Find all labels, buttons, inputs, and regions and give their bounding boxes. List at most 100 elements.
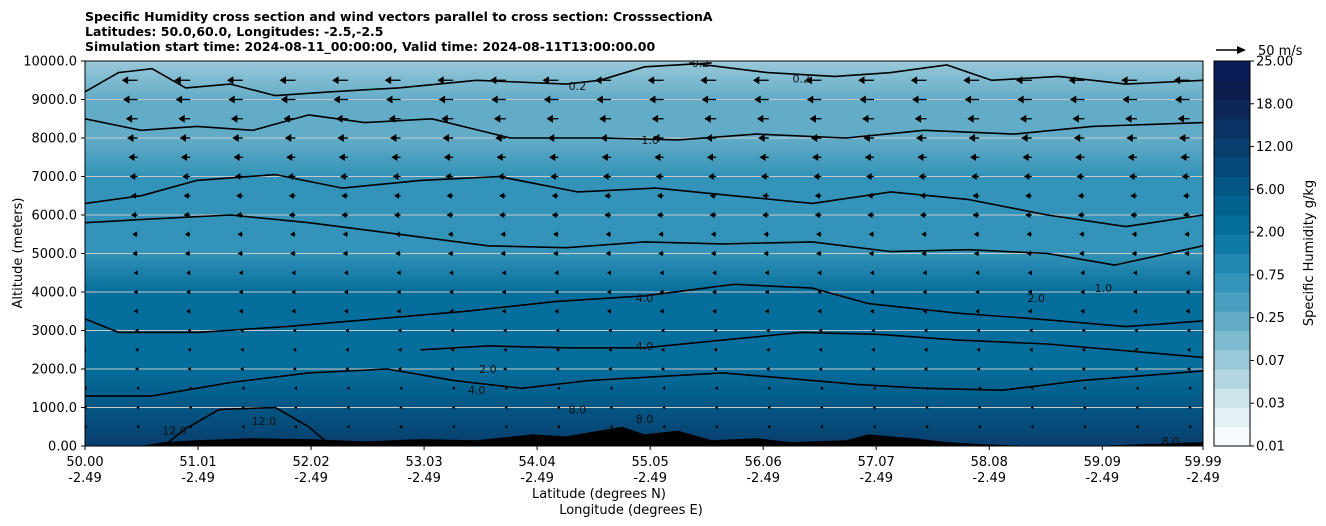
wind-vector bbox=[1121, 76, 1137, 85]
wind-vector bbox=[1025, 211, 1032, 219]
wind-vector bbox=[605, 231, 611, 238]
wind-vector bbox=[859, 95, 874, 104]
colorbar-tick-label: 0.75 bbox=[1256, 268, 1285, 283]
wind-vector bbox=[557, 386, 560, 391]
wind-vector bbox=[397, 347, 402, 352]
wind-vector bbox=[712, 308, 717, 314]
wind-vector bbox=[1186, 328, 1191, 333]
wind-vector bbox=[1079, 231, 1085, 238]
wind-vector bbox=[186, 270, 191, 276]
wind-vector bbox=[806, 95, 822, 104]
wind-vector bbox=[554, 289, 559, 295]
wind-vector bbox=[450, 347, 455, 352]
wind-vector bbox=[497, 173, 506, 180]
wind-vector bbox=[1179, 134, 1190, 142]
wind-vector bbox=[814, 192, 822, 199]
wind-vector bbox=[659, 270, 664, 276]
wind-vector bbox=[1186, 366, 1191, 372]
wind-vector bbox=[290, 231, 296, 238]
wind-vector bbox=[238, 308, 243, 314]
colorbar-segment bbox=[1214, 253, 1250, 274]
y-tick-label: 3000.0 bbox=[32, 324, 78, 339]
wind-vector bbox=[767, 405, 771, 410]
wind-vector bbox=[1134, 328, 1138, 333]
x-tick-label-lon: -2.49 bbox=[746, 471, 780, 486]
wind-vector bbox=[919, 211, 927, 219]
wind-vector bbox=[554, 308, 559, 314]
wind-vector bbox=[85, 270, 86, 276]
wind-vector bbox=[294, 386, 298, 391]
colorbar-segment bbox=[1214, 330, 1250, 351]
wind-vector bbox=[451, 405, 455, 410]
wind-vector bbox=[129, 173, 138, 180]
wind-vector bbox=[85, 308, 86, 314]
wind-vector bbox=[504, 405, 508, 410]
wind-vector bbox=[1126, 134, 1137, 142]
wind-vector bbox=[766, 366, 770, 372]
contour-label: 1.0 bbox=[1095, 282, 1113, 295]
wind-vector bbox=[240, 328, 244, 333]
wind-vector bbox=[872, 424, 876, 429]
wind-vector bbox=[1134, 347, 1138, 352]
wind-vector bbox=[925, 386, 929, 391]
y-tick-label: 9000.0 bbox=[32, 93, 78, 108]
contour-label: 0.2 bbox=[792, 72, 810, 85]
x-tick-label-lat: 50.00 bbox=[66, 455, 103, 470]
wind-vector bbox=[187, 347, 192, 352]
wind-vector bbox=[288, 192, 296, 199]
wind-vector bbox=[660, 328, 665, 333]
wind-vector bbox=[712, 289, 717, 295]
wind-vector bbox=[858, 76, 874, 85]
wind-vector bbox=[78, 193, 85, 199]
wind-vector bbox=[291, 270, 296, 276]
wind-vector bbox=[862, 114, 874, 123]
wind-vector bbox=[76, 153, 85, 161]
wind-vector bbox=[333, 95, 348, 104]
contour-line-8.0 bbox=[85, 368, 1203, 397]
x-tick-label-lon: -2.49 bbox=[633, 471, 667, 486]
wind-vector bbox=[238, 289, 243, 295]
wind-vector bbox=[184, 231, 191, 238]
wind-vector bbox=[1015, 76, 1032, 85]
wind-vector bbox=[810, 134, 822, 142]
wind-vector bbox=[922, 270, 927, 276]
wind-vector bbox=[1029, 366, 1033, 372]
wind-vector bbox=[543, 95, 559, 104]
wind-vector bbox=[1075, 153, 1085, 162]
wind-vector bbox=[817, 308, 822, 314]
wind-vector bbox=[180, 153, 191, 162]
wind-vector bbox=[1188, 424, 1192, 429]
wind-vector bbox=[292, 366, 297, 372]
colorbar-segment bbox=[1214, 369, 1250, 389]
wind-vector bbox=[972, 192, 980, 199]
wind-vector bbox=[871, 347, 875, 352]
wind-vector bbox=[1135, 424, 1139, 429]
x-tick-label-lon: -2.49 bbox=[859, 471, 893, 486]
wind-vector bbox=[760, 173, 769, 180]
wind-vector bbox=[236, 211, 243, 219]
wind-vector bbox=[1080, 308, 1085, 314]
wind-vector bbox=[396, 308, 401, 314]
wind-vector bbox=[241, 386, 245, 391]
wind-vector bbox=[396, 270, 401, 276]
wind-vector bbox=[1181, 173, 1190, 180]
wind-vector bbox=[1081, 366, 1086, 372]
wind-vector bbox=[816, 250, 822, 257]
wind-vector bbox=[292, 328, 297, 333]
wind-vector bbox=[1021, 134, 1032, 142]
colorbar-segment bbox=[1214, 99, 1250, 120]
wind-vector bbox=[708, 173, 717, 180]
colorbar-tick-label: 12.00 bbox=[1256, 140, 1293, 155]
wind-vector bbox=[182, 173, 191, 180]
wind-vector bbox=[658, 250, 664, 257]
wind-vector bbox=[344, 270, 349, 276]
x-tick-label-lat: 53.03 bbox=[405, 455, 442, 470]
wind-vector bbox=[447, 231, 454, 238]
wind-vector bbox=[705, 134, 717, 142]
wind-vector bbox=[69, 76, 85, 84]
wind-vector bbox=[554, 270, 559, 276]
wind-vector bbox=[345, 347, 349, 352]
wind-vector bbox=[654, 153, 664, 162]
wind-vector bbox=[756, 114, 769, 123]
wind-vector bbox=[341, 192, 348, 199]
